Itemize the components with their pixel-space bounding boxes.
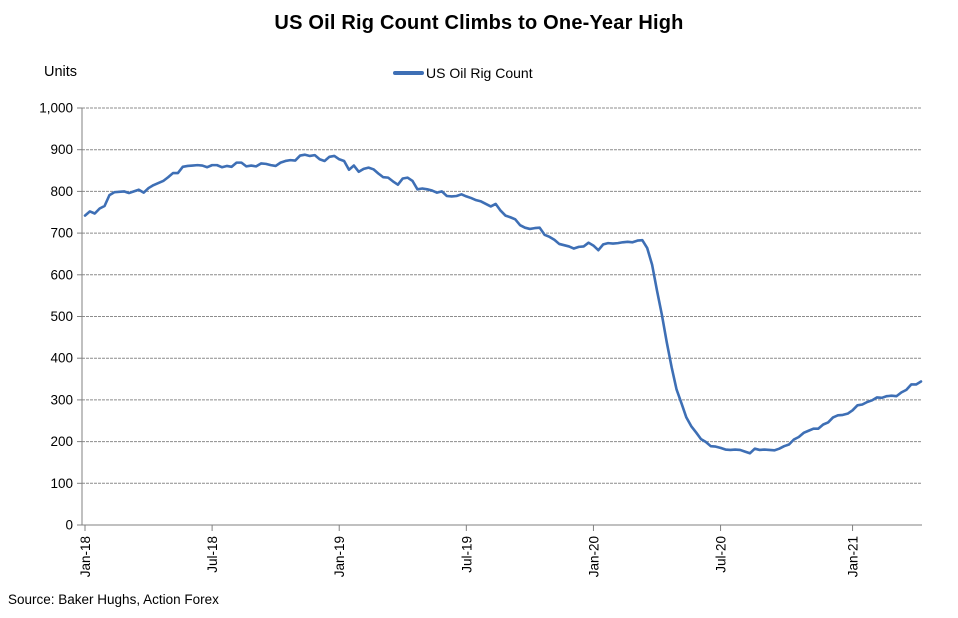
y-tick-label: 400 (50, 351, 73, 366)
x-tick-label: Jul-20 (714, 536, 729, 573)
y-tick-label: 300 (50, 392, 73, 407)
rig-count-series-line (83, 153, 923, 455)
y-tick-label: 100 (50, 476, 73, 491)
x-tick-label: Jul-18 (205, 536, 220, 573)
y-tick-label: 800 (50, 184, 73, 199)
y-tick-label: 700 (50, 226, 73, 241)
y-tick-label: 1,000 (39, 101, 73, 116)
x-tick-label: Jan-18 (78, 536, 93, 577)
legend-series-label: US Oil Rig Count (426, 65, 533, 81)
y-tick-label: 900 (50, 142, 73, 157)
y-tick-label: 0 (65, 518, 73, 533)
x-tick-label: Jan-20 (586, 536, 601, 577)
source-note: Source: Baker Hughs, Action Forex (8, 592, 219, 607)
y-tick-label: 200 (50, 434, 73, 449)
y-tick-label: 500 (50, 309, 73, 324)
x-tick-label: Jan-19 (332, 536, 347, 577)
legend-line-swatch (393, 71, 424, 75)
x-tick-label: Jan-21 (846, 536, 861, 577)
y-tick-label: 600 (50, 267, 73, 282)
x-tick-label: Jul-19 (459, 536, 474, 573)
chart-title: US Oil Rig Count Climbs to One-Year High (274, 12, 684, 34)
legend: US Oil Rig Count (393, 65, 533, 81)
y-axis-units-label: Units (44, 64, 78, 80)
